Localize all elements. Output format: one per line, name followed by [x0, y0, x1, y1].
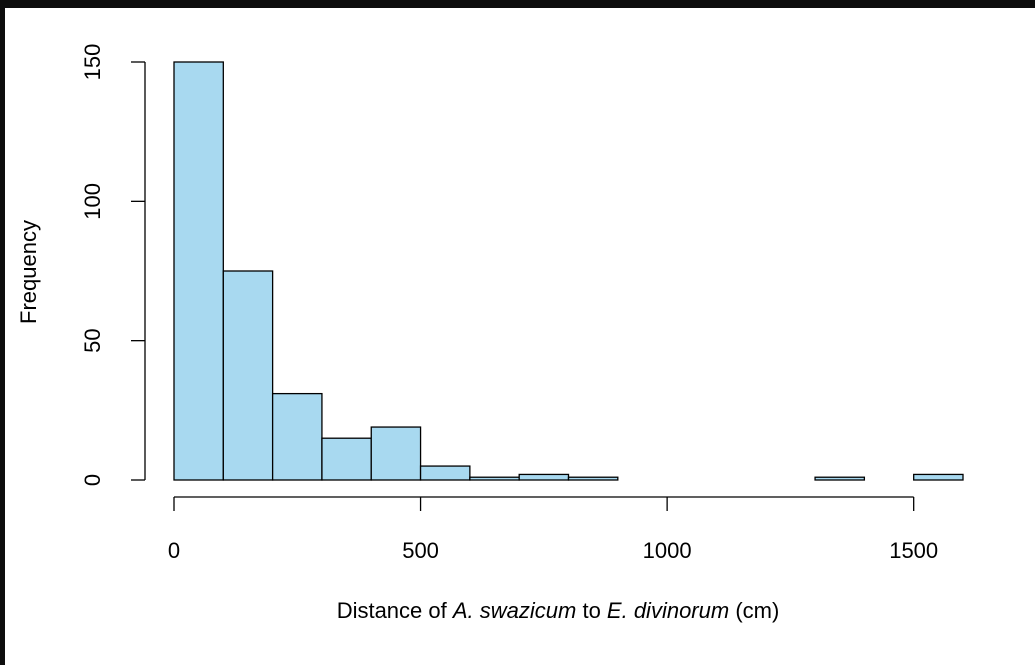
bar	[518, 473, 570, 481]
bar	[321, 437, 372, 481]
x-tick-label: 1500	[889, 538, 938, 563]
y-axis-label: Frequency	[16, 220, 41, 324]
bar	[173, 61, 224, 481]
x-axis-label-part: (cm)	[729, 598, 779, 623]
x-tick-label: 500	[402, 538, 439, 563]
bar	[814, 476, 866, 481]
x-axis-label-part: A. swazicum	[451, 598, 576, 623]
x-tick-label: 0	[168, 538, 180, 563]
x-axis-label: Distance of A. swazicum to E. divinorum …	[337, 598, 780, 623]
bar	[913, 473, 964, 481]
bar	[370, 426, 422, 481]
x-axis-label-part: Distance of	[337, 598, 453, 623]
bar	[567, 476, 619, 481]
y-tick-label: 50	[80, 328, 105, 352]
x-axis-label-part: to	[576, 598, 607, 623]
x-tick-label: 1000	[643, 538, 692, 563]
bar	[419, 465, 471, 481]
y-tick-label: 100	[80, 183, 105, 220]
bar	[222, 270, 274, 481]
y-tick-label: 0	[80, 474, 105, 486]
bar	[271, 392, 323, 481]
y-tick-label: 150	[80, 44, 105, 81]
bar	[469, 476, 520, 481]
x-axis-label-part: E. divinorum	[607, 598, 729, 623]
